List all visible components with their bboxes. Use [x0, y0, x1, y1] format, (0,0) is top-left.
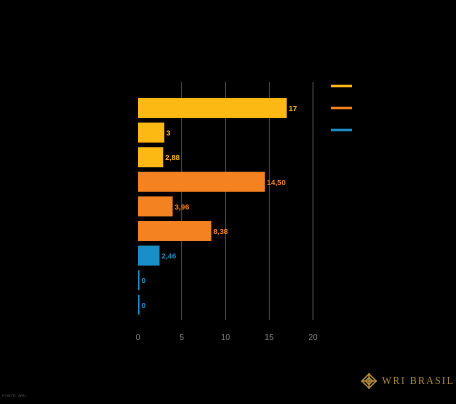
wri-knot-icon [360, 372, 378, 390]
bar [138, 98, 287, 118]
logo-text: WRI BRASIL [382, 375, 455, 387]
wri-brasil-logo: WRI BRASIL [360, 372, 455, 390]
bar [138, 122, 165, 143]
x-axis-ticks: 0 5 10 15 20 [136, 333, 318, 342]
bar-value-label: 2,46 [162, 252, 177, 261]
bar [138, 245, 160, 266]
bar-value-label: 0 [142, 301, 146, 310]
bar-value-label: 14,50 [267, 178, 286, 187]
bar [138, 294, 140, 315]
bar-value-label: 3,96 [175, 202, 190, 211]
bar-value-label: 2,88 [165, 153, 180, 162]
x-tick-label: 15 [265, 333, 274, 342]
grid-lines [181, 82, 314, 320]
value-labels: 17 3 2,88 14,50 3,96 8,38 2,46 0 0 [142, 104, 298, 310]
bar [138, 171, 265, 192]
source-note: FONTE: WRI [2, 393, 26, 398]
x-tick-label: 10 [221, 333, 230, 342]
bar-value-label: 0 [142, 276, 146, 285]
legend [331, 84, 352, 132]
bar [138, 196, 173, 217]
bar [138, 270, 140, 291]
bar-value-label: 3 [166, 129, 170, 138]
x-tick-label: 5 [180, 333, 185, 342]
bars [138, 98, 287, 315]
bar-value-label: 17 [289, 104, 297, 113]
bar [138, 221, 212, 241]
bar [138, 147, 164, 168]
x-tick-label: 0 [136, 333, 141, 342]
x-tick-label: 20 [309, 333, 318, 342]
bar-value-label: 8,38 [213, 227, 228, 236]
